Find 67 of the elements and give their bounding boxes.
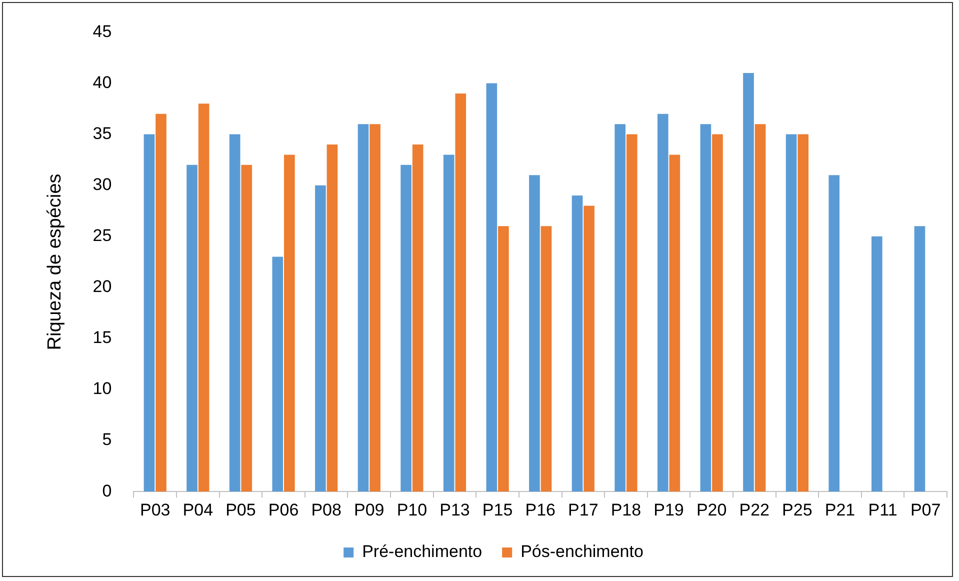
bar bbox=[284, 154, 295, 492]
x-tick-label: P13 bbox=[440, 500, 470, 520]
bar bbox=[400, 164, 412, 492]
bar bbox=[914, 226, 926, 492]
bar bbox=[326, 144, 338, 492]
x-tick-label: P08 bbox=[311, 500, 342, 520]
bar bbox=[669, 154, 680, 492]
bar bbox=[272, 256, 284, 492]
bar bbox=[786, 134, 797, 492]
x-tick-label: P17 bbox=[568, 500, 598, 520]
bar bbox=[871, 236, 882, 492]
x-tick-label: P16 bbox=[525, 500, 556, 520]
bar bbox=[370, 124, 380, 492]
x-tick-label: P03 bbox=[140, 500, 170, 520]
x-tick-label: P20 bbox=[696, 500, 727, 520]
bar bbox=[486, 83, 498, 492]
y-tick-label: 35 bbox=[92, 124, 112, 143]
y-tick-label: 30 bbox=[92, 175, 112, 194]
x-tick-label: P10 bbox=[396, 500, 428, 520]
bar bbox=[241, 164, 252, 492]
bar bbox=[186, 164, 198, 492]
bar bbox=[540, 226, 552, 492]
bar bbox=[198, 104, 210, 492]
y-tick-label: 5 bbox=[102, 430, 112, 450]
legend-label: Pré-enchimento bbox=[362, 542, 482, 562]
bar bbox=[315, 185, 326, 492]
bar bbox=[572, 196, 583, 492]
bar bbox=[828, 175, 840, 492]
x-tick-label: P25 bbox=[782, 500, 812, 520]
x-tick-label: P18 bbox=[610, 500, 642, 520]
bar bbox=[743, 73, 754, 492]
y-tick-label: 20 bbox=[92, 277, 112, 296]
x-tick-label: P06 bbox=[268, 500, 299, 520]
bar bbox=[156, 114, 166, 492]
y-axis-title: Riqueza de espécies bbox=[44, 174, 66, 350]
x-tick-label: P05 bbox=[226, 500, 256, 520]
x-tick-label: P04 bbox=[182, 500, 214, 520]
bar bbox=[455, 93, 466, 492]
x-tick-label: P15 bbox=[482, 500, 513, 520]
bar bbox=[529, 175, 540, 492]
bar bbox=[798, 134, 808, 492]
y-tick-label: 10 bbox=[92, 379, 112, 398]
x-tick-label: P19 bbox=[654, 500, 684, 520]
x-tick-label: P09 bbox=[354, 500, 384, 520]
y-tick-label: 25 bbox=[92, 226, 112, 246]
x-tick-label: P07 bbox=[910, 500, 941, 520]
bar bbox=[144, 134, 155, 492]
x-tick-label: P11 bbox=[868, 500, 898, 520]
bar bbox=[712, 134, 723, 492]
y-tick-label: 15 bbox=[92, 328, 112, 348]
bar bbox=[754, 124, 766, 492]
bar bbox=[358, 124, 369, 492]
x-tick-label: P21 bbox=[824, 500, 856, 520]
bar bbox=[626, 134, 638, 492]
bar bbox=[614, 124, 626, 492]
legend-label: Pós-enchimento bbox=[520, 542, 644, 562]
bar bbox=[657, 114, 668, 492]
bar bbox=[412, 144, 424, 492]
y-tick-label: 40 bbox=[92, 72, 112, 92]
bar bbox=[229, 134, 240, 492]
y-tick-label: 45 bbox=[92, 22, 112, 41]
x-tick-label: P22 bbox=[739, 500, 770, 520]
bar bbox=[584, 206, 594, 492]
bar bbox=[700, 124, 712, 492]
y-tick-label: 0 bbox=[102, 481, 112, 500]
bar bbox=[498, 226, 509, 492]
bar bbox=[443, 154, 454, 492]
